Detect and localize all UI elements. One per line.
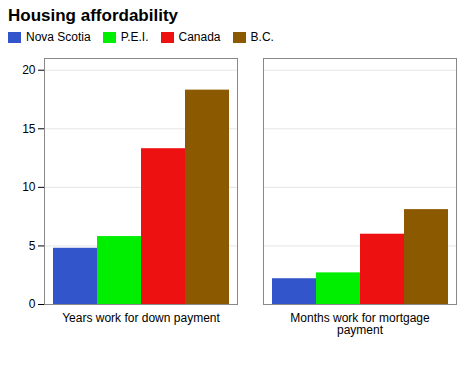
svg-text:5: 5 [29, 239, 36, 253]
svg-text:10: 10 [22, 180, 36, 194]
svg-text:Years work for down payment: Years work for down payment [62, 311, 220, 325]
html-text:B.C.: B.C. [250, 30, 274, 44]
html-text:Canada: Canada [178, 30, 221, 44]
svg-text:20: 20 [22, 63, 36, 77]
html-text:Housing affordability: Housing affordability [8, 6, 178, 25]
html-text:P.E.I.: P.E.I. [120, 30, 149, 44]
svg-text:Months work for mortgagepaymen: Months work for mortgagepayment [290, 311, 430, 337]
svg-text:0: 0 [29, 297, 36, 311]
svg-text:15: 15 [22, 122, 36, 136]
html-text:Nova Scotia: Nova Scotia [26, 30, 91, 44]
